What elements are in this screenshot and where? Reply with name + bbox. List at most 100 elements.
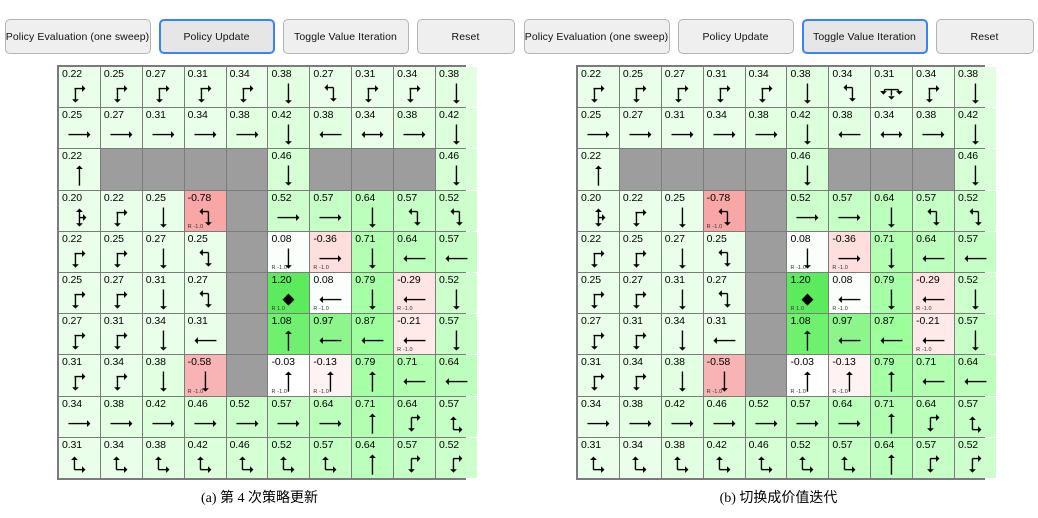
grid-cell[interactable]: 0.08 R -1.0 — [787, 231, 829, 272]
grid-cell[interactable]: 0.71 — [913, 355, 955, 396]
button-policy-update[interactable]: Policy Update — [158, 19, 275, 54]
grid-cell[interactable]: 0.27 — [619, 272, 661, 314]
grid-cell[interactable]: 0.25 — [703, 231, 745, 272]
grid-cell[interactable]: 0.52 — [436, 190, 477, 231]
grid-cell[interactable]: 0.31 — [578, 437, 619, 478]
grid-cell[interactable]: 0.31 — [59, 437, 100, 478]
grid-cell[interactable]: 0.38 — [226, 108, 268, 149]
grid-cell[interactable]: -0.78 R -1.0 — [184, 190, 226, 231]
grid-cell[interactable]: 0.31 — [703, 314, 745, 355]
grid-cell[interactable]: 0.22 — [100, 190, 142, 231]
grid-cell[interactable]: 0.79 — [871, 272, 913, 314]
grid-cell[interactable]: 0.38 — [268, 67, 310, 108]
grid-cell[interactable]: 0.38 — [913, 108, 955, 149]
grid-cell[interactable]: 0.25 — [100, 67, 142, 108]
grid-cell[interactable]: -0.58 R -1.0 — [184, 355, 226, 396]
grid-cell[interactable]: 0.46 — [436, 149, 477, 190]
grid-cell[interactable]: 0.38 — [787, 67, 829, 108]
grid-cell[interactable]: 0.42 — [661, 396, 703, 437]
grid-cell[interactable]: 0.27 — [661, 231, 703, 272]
grid-cell[interactable]: 0.34 — [184, 108, 226, 149]
grid-cell[interactable]: 0.34 — [394, 67, 436, 108]
grid-cell[interactable]: 0.31 — [142, 108, 184, 149]
grid-cell[interactable]: 0.25 — [184, 231, 226, 272]
grid-cell[interactable]: 0.64 — [829, 396, 871, 437]
grid-cell[interactable]: 0.31 — [871, 67, 913, 108]
grid-cell[interactable]: 0.22 — [59, 67, 100, 108]
grid-cell[interactable]: -0.03 R -1.0 — [268, 355, 310, 396]
grid-cell[interactable]: 0.31 — [578, 355, 619, 396]
grid-cell[interactable]: 0.79 — [352, 355, 394, 396]
grid-cell[interactable]: 0.42 — [436, 108, 477, 149]
grid-cell[interactable]: -0.29 R -1.0 — [913, 272, 955, 314]
grid-cell[interactable]: 0.52 — [268, 190, 310, 231]
grid-cell[interactable]: 0.25 — [100, 231, 142, 272]
grid-cell[interactable]: -0.13 R -1.0 — [829, 355, 871, 396]
grid-cell[interactable]: 0.38 — [142, 355, 184, 396]
grid-cell[interactable]: 0.57 — [394, 190, 436, 231]
grid-cell[interactable]: 0.34 — [100, 355, 142, 396]
grid-cell[interactable]: 0.34 — [142, 314, 184, 355]
grid-cell[interactable]: 0.25 — [578, 272, 619, 314]
button-policy-update[interactable]: Policy Update — [677, 19, 794, 54]
grid-cell[interactable]: 0.42 — [142, 396, 184, 437]
grid-cell[interactable]: 0.64 — [394, 231, 436, 272]
grid-cell[interactable]: -0.29 R -1.0 — [394, 272, 436, 314]
grid-cell[interactable]: 0.52 — [955, 190, 996, 231]
grid-cell[interactable]: 0.42 — [955, 108, 996, 149]
grid-cell[interactable]: 0.22 — [578, 67, 619, 108]
grid-cell[interactable]: 0.31 — [661, 272, 703, 314]
grid-cell[interactable]: 1.08 — [268, 314, 310, 355]
grid-cell[interactable]: 0.34 — [871, 108, 913, 149]
grid-cell[interactable]: 0.08 R -1.0 — [829, 272, 871, 314]
grid-cell[interactable]: 0.38 — [745, 108, 787, 149]
grid-cell[interactable]: 0.34 — [100, 437, 142, 478]
grid-cell[interactable]: 0.27 — [578, 314, 619, 355]
grid-cell[interactable]: -0.36 R -1.0 — [829, 231, 871, 272]
grid-cell[interactable]: 0.34 — [619, 355, 661, 396]
grid-cell[interactable]: 0.31 — [661, 108, 703, 149]
grid-cell[interactable]: 0.25 — [59, 108, 100, 149]
grid-cell[interactable]: 0.97 — [310, 314, 352, 355]
grid-cell[interactable]: 0.31 — [184, 67, 226, 108]
grid-cell[interactable]: 0.52 — [268, 437, 310, 478]
grid-cell[interactable]: 0.34 — [745, 67, 787, 108]
grid-cell[interactable]: 0.38 — [142, 437, 184, 478]
grid-cell[interactable]: 0.31 — [100, 314, 142, 355]
button-policy-evaluation-one-sweep[interactable]: Policy Evaluation (one sweep) — [4, 19, 151, 54]
grid-cell[interactable]: 0.71 — [394, 355, 436, 396]
grid-cell[interactable]: 0.27 — [142, 67, 184, 108]
grid-cell[interactable]: 0.27 — [619, 108, 661, 149]
grid-cell[interactable]: 0.64 — [913, 396, 955, 437]
grid-cell[interactable]: 0.57 — [394, 437, 436, 478]
grid-cell[interactable]: 0.87 — [352, 314, 394, 355]
grid-cell[interactable]: 0.22 — [59, 231, 100, 272]
grid-cell[interactable]: 0.31 — [184, 314, 226, 355]
button-policy-evaluation-one-sweep[interactable]: Policy Evaluation (one sweep) — [523, 19, 670, 54]
grid-cell[interactable]: 0.22 — [619, 190, 661, 231]
grid-cell[interactable]: 0.25 — [59, 272, 100, 314]
grid-cell[interactable]: 1.20 R 1.0 — [787, 272, 829, 314]
grid-cell[interactable]: 0.27 — [310, 67, 352, 108]
grid-cell[interactable]: 0.57 — [436, 231, 477, 272]
grid-cell[interactable]: 0.57 — [913, 437, 955, 478]
grid-cell[interactable]: 0.27 — [100, 108, 142, 149]
grid-cell[interactable]: 0.34 — [913, 67, 955, 108]
grid-cell[interactable]: 0.31 — [59, 355, 100, 396]
grid-cell[interactable]: 0.52 — [787, 190, 829, 231]
grid-cell[interactable]: 0.87 — [871, 314, 913, 355]
grid-cell[interactable]: 0.31 — [142, 272, 184, 314]
grid-cell[interactable]: 0.38 — [829, 108, 871, 149]
grid-cell[interactable]: 0.64 — [352, 437, 394, 478]
grid-cell[interactable]: 0.64 — [394, 396, 436, 437]
grid-cell[interactable]: 0.25 — [578, 108, 619, 149]
grid-cell[interactable]: 0.64 — [436, 355, 477, 396]
grid-cell[interactable]: 0.57 — [829, 190, 871, 231]
grid-cell[interactable]: 0.38 — [619, 396, 661, 437]
grid-cell[interactable]: 0.52 — [226, 396, 268, 437]
button-reset[interactable]: Reset — [935, 19, 1034, 54]
grid-cell[interactable]: 0.52 — [787, 437, 829, 478]
grid-cell[interactable]: 0.42 — [787, 108, 829, 149]
grid-cell[interactable]: 0.71 — [871, 231, 913, 272]
grid-cell[interactable]: 0.22 — [59, 149, 100, 190]
